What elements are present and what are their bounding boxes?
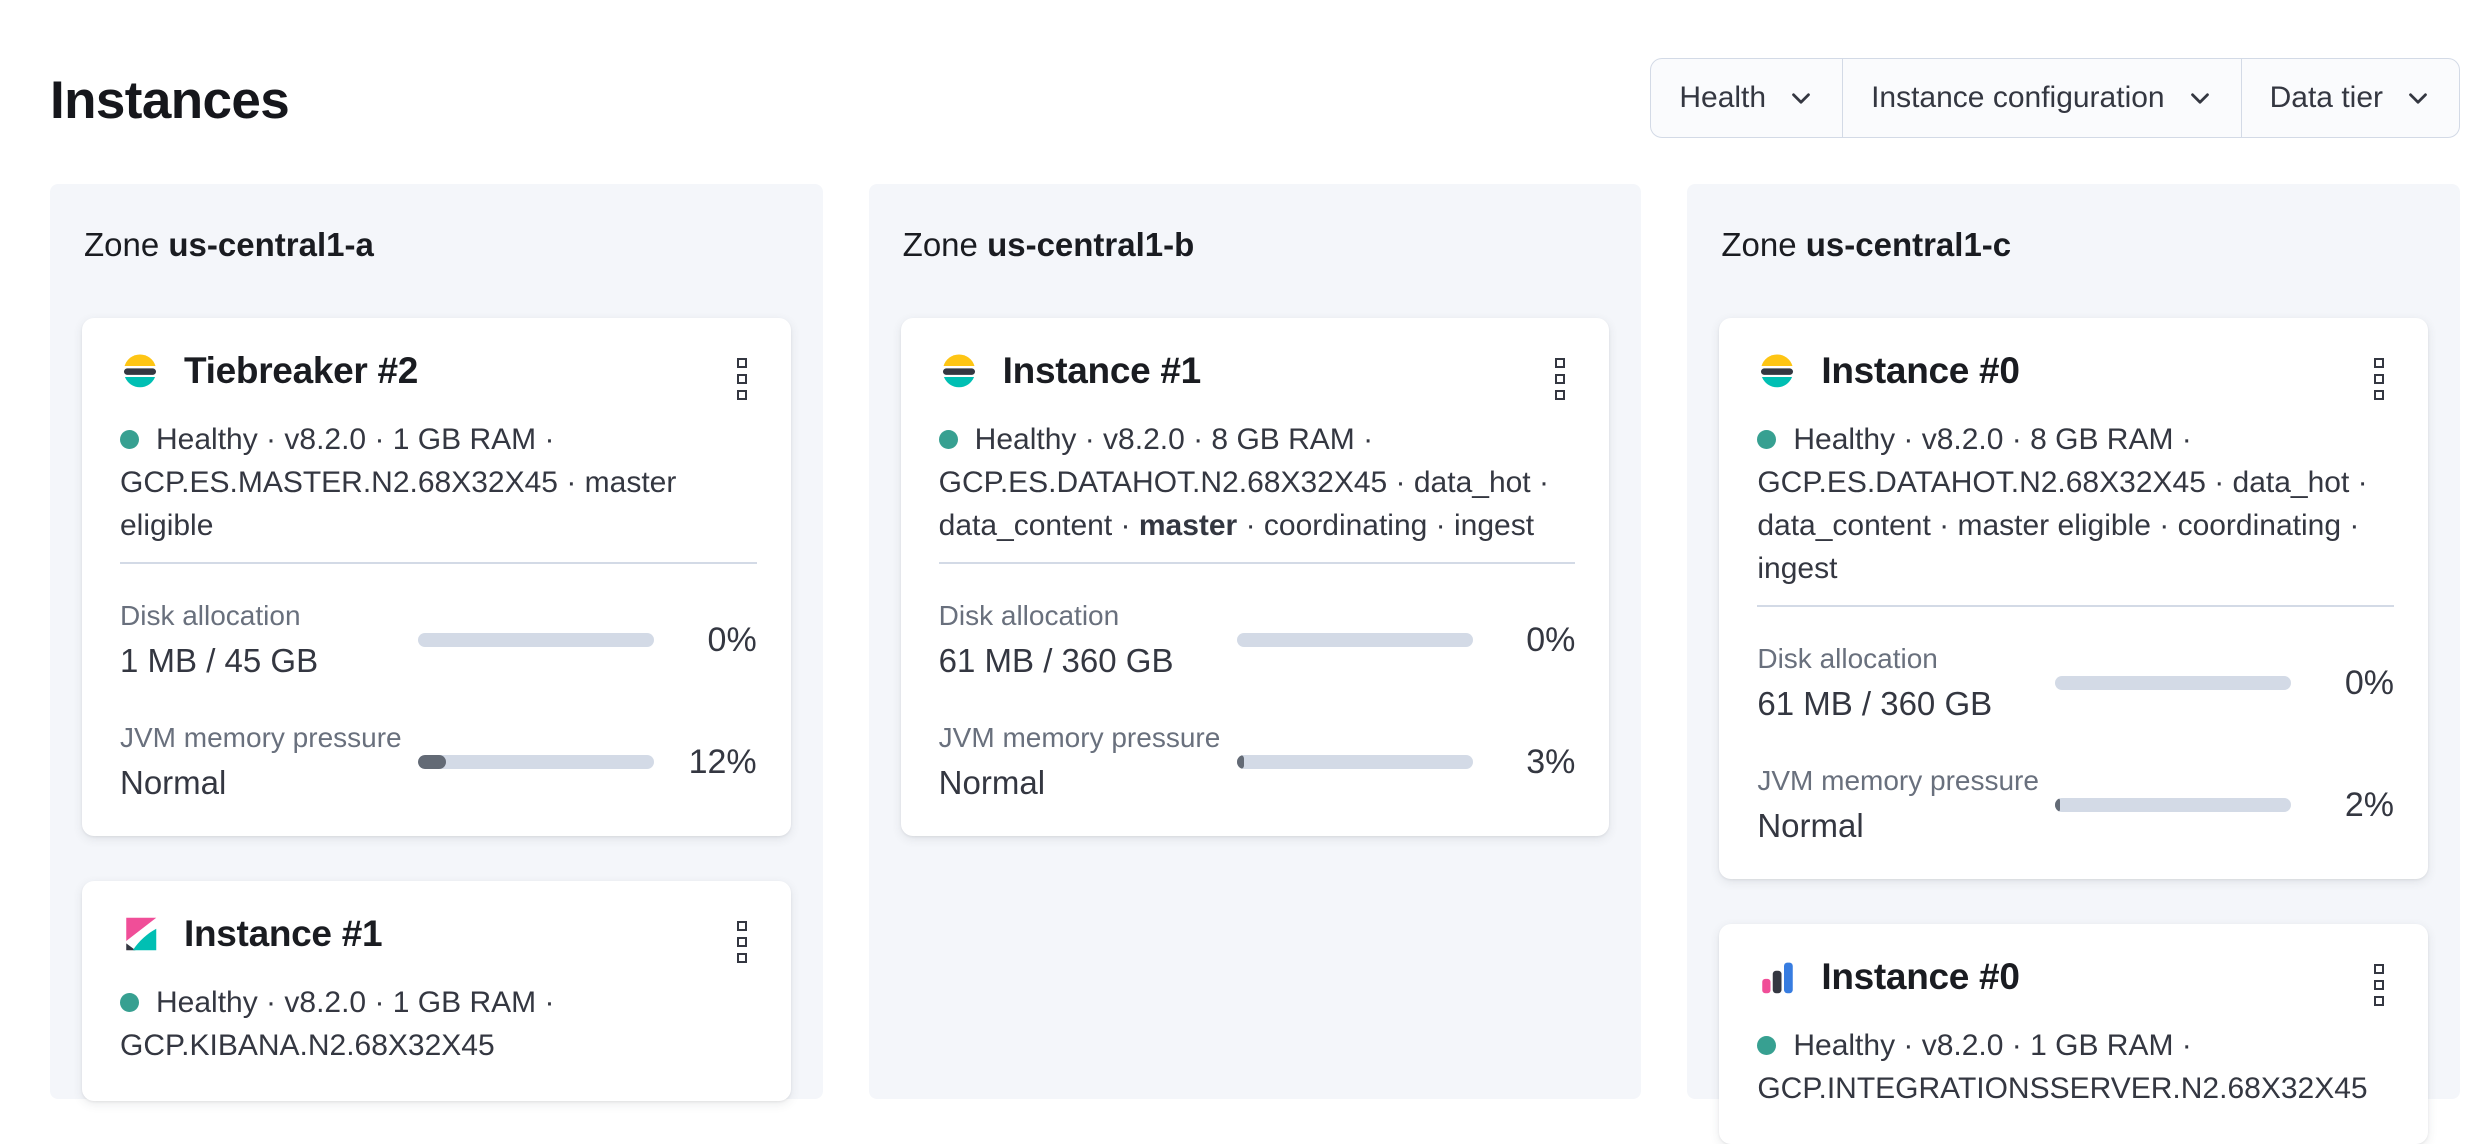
kibana-logo — [120, 914, 160, 954]
zones-row: Zone us-central1-a Tiebreaker #2 — [50, 184, 2461, 1144]
filter-group: Health Instance configuration Data tier — [1650, 58, 2460, 138]
jvm-memory-pressure-metric: JVM memory pressure Normal 12% — [120, 722, 757, 802]
instance-title: Tiebreaker #2 — [184, 350, 419, 391]
status-text: Healthy · v8.2.0 · 1 GB RAM · — [156, 423, 555, 456]
instance-actions-menu-button[interactable] — [1549, 352, 1571, 406]
instance-title: Instance #0 — [1821, 350, 2020, 391]
instance-actions-menu-button[interactable] — [731, 915, 753, 969]
metric-value: Normal — [1757, 807, 1864, 844]
instance-config-line: GCP.ES.DATAHOT.N2.68X32X45 · data_hot · — [1757, 466, 2368, 499]
disk-allocation-metric: Disk allocation 61 MB / 360 GB 0% — [1757, 643, 2394, 723]
instance-title: Instance #0 — [1821, 956, 2020, 997]
top-bar: Instances Health Instance configuration … — [50, 56, 2460, 138]
metric-label: JVM memory pressure — [1757, 765, 2039, 796]
chevron-down-icon — [2190, 93, 2209, 104]
metric-value: Normal — [120, 764, 227, 801]
zone-panel-us-central1-c: Zone us-central1-c Instance #0 H — [1687, 184, 2461, 1144]
metric-value: Normal — [938, 764, 1046, 801]
instance-status-line: Healthy · v8.2.0 · 1 GB RAM · — [120, 418, 757, 461]
jvm-progress-bar — [418, 755, 654, 769]
instance-status-line: Healthy · v8.2.0 · 8 GB RAM · — [938, 418, 1576, 461]
metric-value: 1 MB / 45 GB — [120, 642, 319, 679]
health-dot-icon — [120, 993, 139, 1012]
zone-label: Zone us-central1-c — [1721, 226, 2012, 263]
chevron-down-icon — [2409, 93, 2427, 104]
instances-page: Instances Health Instance configuration … — [50, 56, 2461, 1144]
elasticsearch-logo — [939, 351, 979, 391]
health-dot-icon — [120, 430, 139, 449]
instance-card-integrations-server-0: Instance #0 Healthy · v8.2.0 · 1 GB RAM … — [1719, 924, 2429, 1144]
metric-percent: 2% — [2344, 785, 2395, 824]
card-divider — [120, 562, 757, 564]
disk-allocation-metric: Disk allocation 1 MB / 45 GB 0% — [120, 600, 757, 680]
instance-status-line: Healthy · v8.2.0 · 1 GB RAM · — [1757, 1024, 2394, 1067]
metric-percent: 0% — [707, 620, 757, 659]
metric-label: Disk allocation — [938, 600, 1120, 631]
metric-label: Disk allocation — [1757, 643, 1938, 674]
zone-name: us-central1-a — [168, 226, 374, 263]
health-dot-icon — [938, 430, 958, 449]
zone-name: us-central1-b — [987, 226, 1195, 263]
zone-label: Zone us-central1-a — [84, 226, 374, 263]
instance-config-line: GCP.INTEGRATIONSSERVER.N2.68X32X45 — [1757, 1072, 2368, 1105]
filter-instance-configuration-label: Instance configuration — [1871, 81, 2165, 114]
metric-value: 61 MB / 360 GB — [938, 642, 1174, 679]
filter-health-label: Health — [1679, 81, 1767, 114]
page-title: Instances — [50, 71, 290, 130]
instance-title: Instance #1 — [1002, 350, 1202, 391]
zone-panel-us-central1-b: Zone us-central1-b Instance #1 H — [868, 184, 1642, 1099]
metric-value: 61 MB / 360 GB — [1757, 685, 1993, 722]
elasticsearch-logo — [120, 351, 160, 391]
disk-allocation-metric: Disk allocation 61 MB / 360 GB 0% — [939, 600, 1576, 680]
elasticsearch-logo — [1757, 351, 1797, 391]
zone-name: us-central1-c — [1805, 226, 2012, 263]
instance-card-kibana-1: Instance #1 Healthy · v8.2.0 · 1 GB RAM … — [82, 881, 791, 1101]
status-text: Healthy · v8.2.0 · 8 GB RAM · — [1793, 423, 2192, 456]
integrations-server-logo — [1757, 957, 1797, 997]
instance-roles-line: data_content · master · coordinating · i… — [938, 509, 1535, 542]
instance-actions-menu-button[interactable] — [731, 352, 753, 406]
filter-data-tier-label: Data tier — [2269, 81, 2383, 114]
jvm-progress-bar — [2055, 798, 2292, 812]
status-text: Healthy · v8.2.0 · 1 GB RAM · — [1793, 1029, 2192, 1062]
chevron-down-icon — [1792, 93, 1810, 104]
instance-config-line: GCP.ES.DATAHOT.N2.68X32X45 · data_hot · — [938, 466, 1549, 499]
instance-config-line: GCP.KIBANA.N2.68X32X45 — [120, 1029, 495, 1062]
disk-progress-bar — [418, 633, 654, 647]
filter-health-button[interactable]: Health — [1651, 59, 1842, 137]
health-dot-icon — [1757, 1036, 1777, 1055]
card-divider — [938, 562, 1576, 564]
metric-percent: 0% — [2344, 663, 2395, 702]
instance-config-line: GCP.ES.MASTER.N2.68X32X45 · master eligi… — [120, 466, 677, 542]
instance-card-es-0: Instance #0 Healthy · v8.2.0 · 8 GB RAM … — [1719, 318, 2429, 879]
card-divider — [1757, 605, 2395, 607]
metric-label: JVM memory pressure — [938, 722, 1221, 753]
metric-label: JVM memory pressure — [120, 722, 402, 753]
zone-label: Zone us-central1-b — [902, 226, 1195, 263]
jvm-progress-bar — [1236, 755, 1473, 769]
instance-actions-menu-button[interactable] — [2368, 352, 2390, 406]
status-text: Healthy · v8.2.0 · 1 GB RAM · — [156, 986, 555, 1019]
instance-roles-line: data_content · master eligible · coordin… — [1757, 509, 2360, 585]
disk-progress-bar — [1236, 633, 1473, 647]
instance-title: Instance #1 — [184, 913, 383, 954]
instance-card-es-1: Instance #1 Healthy · v8.2.0 · 8 GB RAM … — [900, 318, 1610, 836]
status-text: Healthy · v8.2.0 · 8 GB RAM · — [974, 423, 1374, 456]
instance-status-line: Healthy · v8.2.0 · 8 GB RAM · — [1757, 418, 2394, 461]
instance-actions-menu-button[interactable] — [2368, 958, 2390, 1012]
metric-percent: 12% — [688, 742, 757, 781]
jvm-memory-pressure-metric: JVM memory pressure Normal 2% — [1757, 765, 2394, 845]
metric-percent: 0% — [1526, 620, 1576, 659]
instance-card-tiebreaker-2: Tiebreaker #2 Healthy · v8.2.0 · 1 GB RA… — [82, 318, 791, 836]
metric-percent: 3% — [1526, 742, 1576, 781]
zone-panel-us-central1-a: Zone us-central1-a Tiebreaker #2 — [50, 184, 823, 1101]
instance-status-line: Healthy · v8.2.0 · 1 GB RAM · — [120, 981, 757, 1024]
health-dot-icon — [1757, 430, 1777, 449]
metric-label: Disk allocation — [120, 600, 301, 631]
jvm-memory-pressure-metric: JVM memory pressure Normal 3% — [939, 722, 1576, 802]
filter-instance-configuration-button[interactable]: Instance configuration — [1842, 59, 2241, 137]
filter-data-tier-button[interactable]: Data tier — [2240, 59, 2459, 137]
master-role-label: master — [1138, 509, 1238, 542]
disk-progress-bar — [2055, 676, 2292, 690]
